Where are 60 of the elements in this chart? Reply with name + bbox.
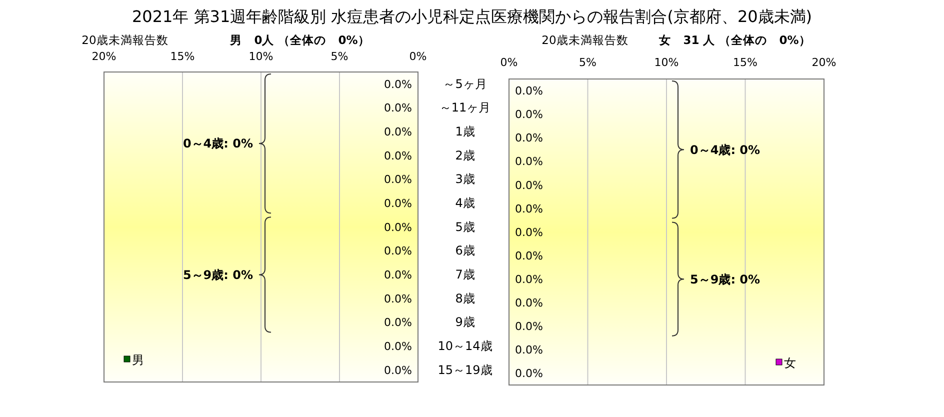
data-label: 0.0% xyxy=(515,84,543,98)
y-tick-label: ～5ヶ月 xyxy=(443,76,487,91)
data-label: 0.0% xyxy=(515,108,543,122)
y-tick-label: 4歳 xyxy=(455,196,475,210)
x-tick-label: 15% xyxy=(733,56,758,69)
y-tick-label: 2歳 xyxy=(455,148,475,162)
x-tick-label: 10% xyxy=(654,56,679,69)
data-label: 0.0% xyxy=(384,340,412,354)
data-label: 0.0% xyxy=(515,272,543,286)
y-tick-label: 10～14歳 xyxy=(438,339,492,354)
data-label: 0.0% xyxy=(515,367,543,380)
x-tick-label: 5% xyxy=(330,50,348,63)
data-label: 0.0% xyxy=(384,364,412,377)
text: 女 31 人 （全体の 0%） xyxy=(658,33,811,47)
y-tick-label: ～11ヶ月 xyxy=(439,100,491,115)
x-tick-label: 0% xyxy=(409,50,427,63)
data-label: 0.0% xyxy=(515,320,543,334)
annotation: 0～4歳: 0% xyxy=(690,142,760,157)
text: 男 0人 （全体の 0%） xyxy=(229,33,370,47)
text: 2021年 第31週年齢階級別 水痘患者の小児科定点医療機関からの報告割合(京都府、20歳未満) xyxy=(132,7,812,26)
annotation: 0～4歳: 0% xyxy=(182,136,253,151)
chart-subtitle: 20歳未満報告数 xyxy=(82,33,168,47)
data-label: 0.0% xyxy=(515,178,543,192)
x-tick-label: 5% xyxy=(579,56,596,69)
data-label: 0.0% xyxy=(384,125,412,138)
y-tick-label: 1歳 xyxy=(455,124,475,138)
data-label: 0.0% xyxy=(384,292,412,306)
data-label: 0.0% xyxy=(515,296,543,310)
data-label: 0.0% xyxy=(515,249,543,262)
y-tick-label: 8歳 xyxy=(455,291,475,306)
data-label: 0.0% xyxy=(384,78,412,91)
data-label: 0.0% xyxy=(515,226,543,239)
y-tick-label: 7歳 xyxy=(455,268,475,282)
x-tick-label: 0% xyxy=(500,56,518,69)
annotation: 5～9歳: 0% xyxy=(182,268,253,282)
data-label: 0.0% xyxy=(384,149,412,162)
legend-label: 女 xyxy=(784,356,796,370)
y-tick-label: 6歳 xyxy=(455,244,475,258)
x-tick-label: 20% xyxy=(812,56,836,69)
annotation: 5～9歳: 0% xyxy=(690,272,760,286)
data-label: 0.0% xyxy=(515,132,543,145)
data-label: 0.0% xyxy=(384,102,412,115)
y-tick-label: 15～19歳 xyxy=(438,362,492,377)
data-label: 0.0% xyxy=(384,220,412,234)
data-label: 0.0% xyxy=(384,197,412,210)
x-tick-label: 10% xyxy=(248,50,274,63)
x-tick-label: 15% xyxy=(170,50,195,63)
data-label: 0.0% xyxy=(384,173,412,186)
data-label: 0.0% xyxy=(515,155,543,168)
data-label: 0.0% xyxy=(384,268,412,282)
chart-subtitle: 20歳未満報告数 xyxy=(542,33,628,47)
data-label: 0.0% xyxy=(515,202,543,216)
x-tick-label: 20% xyxy=(92,50,116,63)
y-tick-label: 9歳 xyxy=(455,315,475,330)
y-tick-label: 5歳 xyxy=(455,220,475,234)
data-label: 0.0% xyxy=(384,316,412,330)
y-tick-label: 3歳 xyxy=(455,172,475,186)
data-label: 0.0% xyxy=(515,344,543,357)
data-label: 0.0% xyxy=(384,244,412,258)
legend-label: 男 xyxy=(132,353,144,368)
